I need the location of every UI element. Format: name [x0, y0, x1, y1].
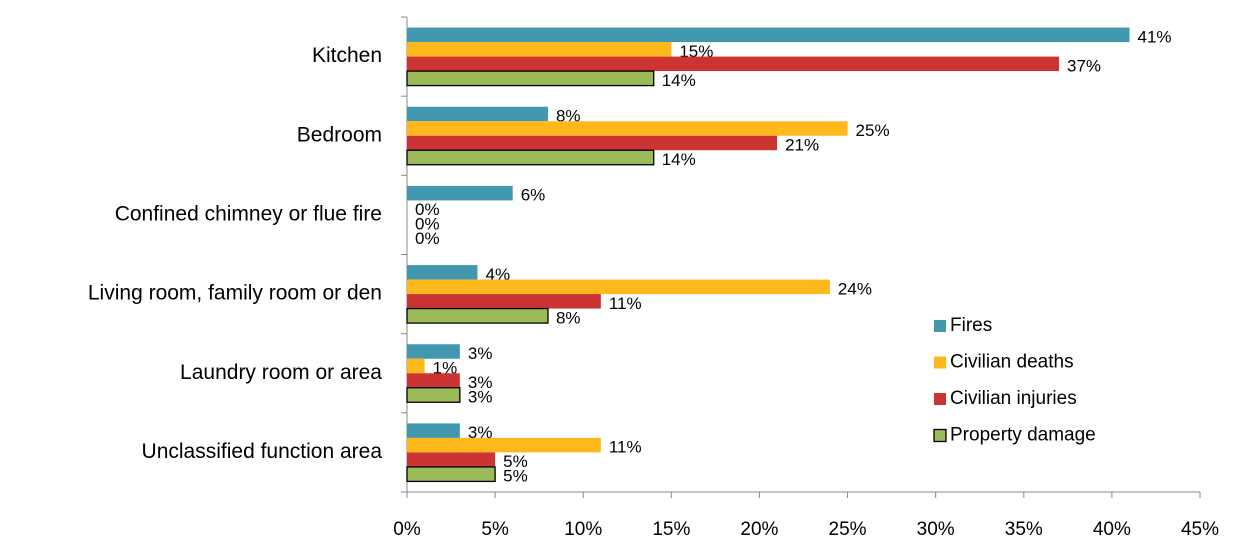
bar — [407, 106, 548, 122]
bar — [407, 265, 478, 280]
bar — [406, 70, 655, 87]
bar — [406, 466, 496, 483]
category-label: Kitchen — [312, 44, 382, 67]
bar — [407, 423, 460, 438]
value-label: 8% — [556, 308, 581, 327]
legend-label: Fires — [950, 315, 992, 336]
value-label: 0% — [415, 229, 440, 248]
bar — [406, 387, 461, 403]
x-tick-label: 45% — [1181, 519, 1219, 540]
bar — [407, 294, 601, 309]
x-tick-label: 0% — [393, 519, 421, 540]
value-label: 8% — [556, 106, 581, 125]
value-label: 11% — [609, 438, 642, 457]
x-tick-label: 25% — [829, 519, 867, 540]
bar — [407, 437, 601, 453]
category-label: Confined chimney or flue fire — [115, 202, 382, 225]
bar — [407, 121, 848, 136]
bar — [407, 279, 830, 295]
value-label: 3% — [468, 387, 493, 406]
value-label: 3% — [468, 373, 493, 392]
category-label: Bedroom — [297, 123, 382, 146]
value-label: 25% — [856, 121, 890, 140]
value-label: 0% — [415, 200, 440, 219]
value-label: 5% — [503, 452, 528, 471]
x-tick-label: 35% — [1005, 519, 1043, 540]
x-tick-label: 30% — [917, 519, 955, 540]
legend-swatch — [934, 393, 946, 405]
value-label: 14% — [662, 150, 696, 169]
x-tick-label: 5% — [481, 519, 509, 540]
legend-swatch — [934, 356, 946, 369]
x-tick-label: 15% — [652, 519, 690, 540]
x-tick-label: 20% — [740, 519, 778, 540]
bar — [407, 373, 460, 388]
legend-label: Property damage — [950, 425, 1096, 446]
bar — [407, 42, 672, 57]
bar — [407, 27, 1130, 43]
x-tick-label: 40% — [1093, 519, 1131, 540]
value-label: 5% — [503, 467, 528, 486]
value-label: 3% — [468, 423, 493, 442]
bar — [407, 344, 460, 359]
value-label: 4% — [485, 265, 510, 284]
legend-label: Civilian deaths — [950, 352, 1074, 373]
legend-swatch — [933, 428, 947, 443]
bar — [407, 56, 1060, 72]
bar — [407, 135, 778, 151]
value-label: 6% — [521, 186, 546, 205]
bar — [406, 149, 655, 166]
value-label: 15% — [679, 42, 713, 61]
category-label: Living room, family room or den — [88, 282, 382, 305]
value-label: 41% — [1138, 27, 1172, 46]
value-label: 11% — [609, 294, 642, 313]
value-label: 21% — [785, 135, 819, 154]
value-label: 3% — [468, 344, 493, 363]
value-label: 14% — [662, 71, 696, 90]
bar — [407, 452, 496, 467]
bar — [407, 185, 513, 201]
value-label: 37% — [1067, 56, 1101, 75]
value-label: 24% — [838, 279, 872, 298]
category-label: Laundry room or area — [180, 361, 382, 384]
value-label: 1% — [433, 358, 458, 377]
bar — [406, 307, 549, 324]
value-label: 0% — [415, 215, 440, 234]
x-tick-label: 10% — [564, 519, 602, 540]
legend-label: Civilian injuries — [950, 388, 1077, 409]
category-label: Unclassified function area — [142, 440, 383, 463]
legend-swatch — [934, 320, 946, 332]
bar — [407, 358, 425, 374]
